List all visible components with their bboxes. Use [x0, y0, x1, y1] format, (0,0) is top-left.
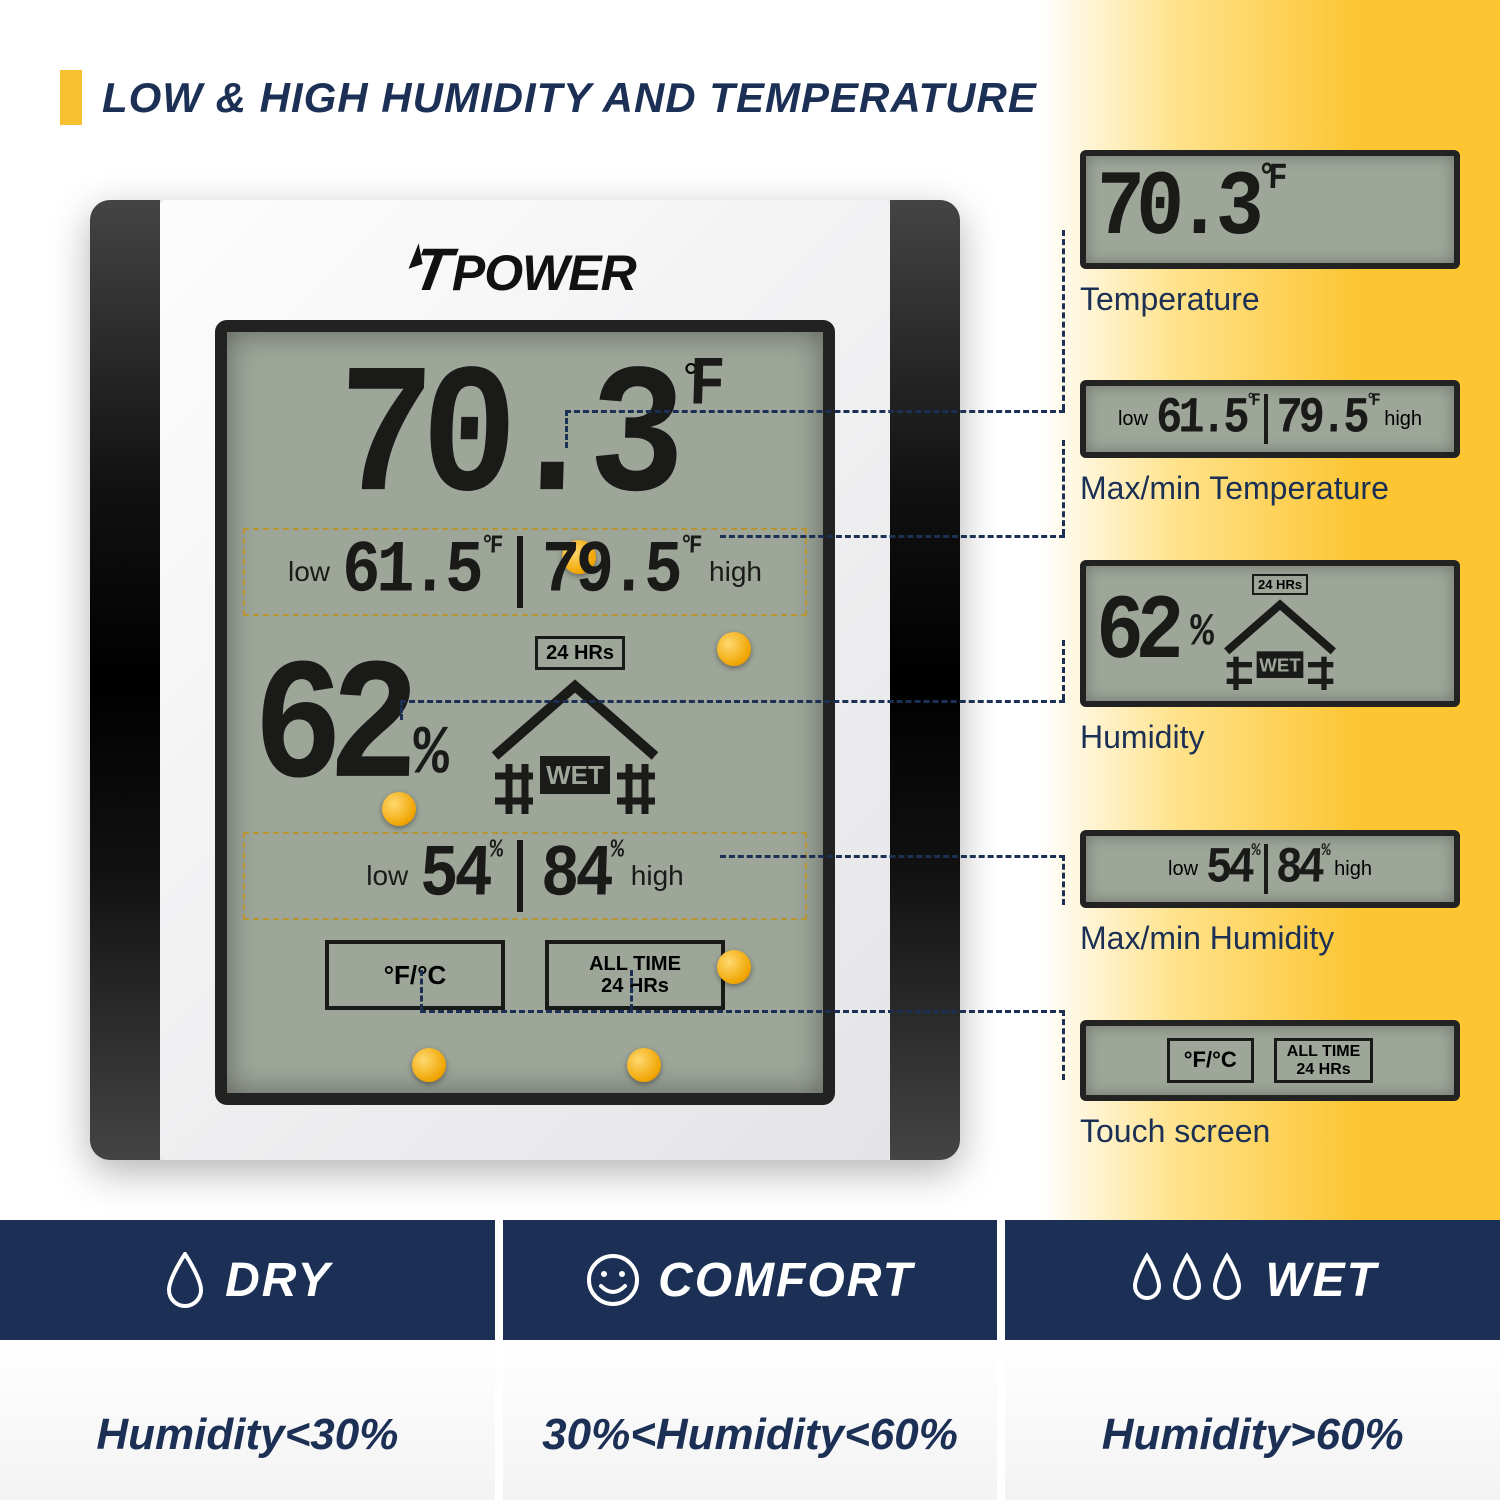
zone-wet: WET Humidity>60%	[1005, 1220, 1500, 1500]
callout-humidity: 62% 24 HRs WET Humidity	[1080, 560, 1460, 756]
alltime-button[interactable]: ALL TIME 24 HRs	[545, 940, 725, 1010]
callout-temp-value: 70.3	[1094, 157, 1257, 262]
brand-text: POWER	[452, 244, 636, 302]
low-label: low	[1118, 408, 1148, 431]
leader-line	[720, 855, 1065, 858]
lcd-hum-high: 84%	[539, 835, 620, 918]
callout-label: Max/min Humidity	[1080, 920, 1460, 957]
callout-label: Temperature	[1080, 281, 1460, 318]
zone-label: DRY	[225, 1253, 331, 1308]
drops-icon	[1127, 1252, 1247, 1308]
lcd-temp-low: 61.5°F	[341, 531, 500, 614]
callout-minmax-humidity: low 54% 84% high Max/min Humidity	[1080, 830, 1460, 957]
svg-text:WET: WET	[546, 760, 604, 790]
zone-range: Humidity>60%	[1102, 1410, 1404, 1460]
marker-dot	[382, 792, 416, 826]
house-icon: WET	[485, 676, 665, 826]
lcd-humidity-row: 62% 24 HRs WET	[243, 636, 807, 826]
unit-toggle-label: °F/°C	[384, 960, 447, 991]
zone-comfort: COMFORT 30%<Humidity<60%	[503, 1220, 1006, 1500]
lcd-humidity-minmax-row: low 54% 84% high	[243, 832, 807, 920]
callout-minmax-temp: low 61.5°F 79.5°F high Max/min Temperatu…	[1080, 380, 1460, 507]
leader-line	[565, 410, 568, 448]
marker-dot	[717, 632, 751, 666]
leader-line	[1062, 230, 1065, 410]
badge-24hrs: 24 HRs	[1252, 574, 1308, 595]
device-rail-right	[890, 200, 960, 1160]
lcd-hum-low: 54%	[419, 835, 500, 918]
infographic-root: LOW & HIGH HUMIDITY AND TEMPERATURE RECO…	[0, 0, 1500, 1500]
leader-line	[1062, 640, 1065, 700]
alltime-l1: ALL TIME	[589, 953, 681, 975]
callout-card: low 61.5°F 79.5°F high	[1080, 380, 1460, 458]
leader-line	[420, 1010, 1065, 1013]
high-label: high	[631, 860, 684, 892]
divider	[517, 536, 523, 608]
leader-line	[1062, 440, 1065, 535]
leader-line	[565, 410, 1065, 413]
callout-hum-value: 62	[1094, 581, 1177, 686]
callout-card: 70.3°F	[1080, 150, 1460, 269]
device-rail-left	[90, 200, 160, 1160]
leader-line	[420, 970, 423, 1010]
marker-dot	[627, 1048, 661, 1082]
brand-logo: TPOWER	[414, 235, 636, 304]
title-accent	[60, 70, 82, 125]
zone-label: WET	[1265, 1253, 1378, 1308]
zone-range: 30%<Humidity<60%	[542, 1410, 958, 1460]
smile-icon	[586, 1253, 640, 1307]
badge-24hrs: 24 HRs	[535, 636, 625, 670]
lcd-screen[interactable]: 70.3°F low 61.5°F 79.5°F high 62%	[215, 320, 835, 1105]
zone-label: COMFORT	[658, 1253, 914, 1308]
leader-line	[1062, 1010, 1065, 1080]
marker-dot	[412, 1048, 446, 1082]
callout-card: 62% 24 HRs WET	[1080, 560, 1460, 707]
callout-label: Touch screen	[1080, 1113, 1460, 1150]
drop-icon	[163, 1252, 207, 1308]
high-label: high	[1384, 408, 1422, 431]
unit-toggle-button[interactable]: °F/°C	[325, 940, 505, 1010]
leader-line	[720, 535, 1065, 538]
marker-dot	[717, 950, 751, 984]
house-icon: WET	[1220, 598, 1340, 693]
callout-card: °F/°C ALL TIME24 HRs	[1080, 1020, 1460, 1101]
device: TPOWER 70.3°F low 61.5°F 79.5°F high	[90, 200, 960, 1160]
zone-dry: DRY Humidity<30%	[0, 1220, 503, 1500]
callout-label: Humidity	[1080, 719, 1460, 756]
leader-line	[400, 700, 1065, 703]
lcd-temp-row: 70.3°F	[243, 348, 807, 522]
leader-line	[630, 970, 633, 1010]
low-label: low	[366, 860, 408, 892]
callout-temperature: 70.3°F Temperature	[1080, 150, 1460, 318]
lcd-temp-value: 70.3	[334, 350, 676, 534]
device-body: TPOWER 70.3°F low 61.5°F 79.5°F high	[160, 200, 890, 1160]
divider	[517, 840, 523, 912]
zone-range: Humidity<30%	[96, 1410, 398, 1460]
callout-card: low 54% 84% high	[1080, 830, 1460, 908]
high-label: high	[709, 556, 762, 588]
leader-line	[400, 700, 403, 720]
bottom-strip: DRY Humidity<30% COMFORT 30%<Humidity<60…	[0, 1220, 1500, 1500]
svg-text:WET: WET	[1259, 654, 1301, 675]
lcd-temp-high: 79.5°F	[539, 531, 698, 614]
low-label: low	[288, 556, 330, 588]
unit-toggle-mini: °F/°C	[1167, 1038, 1254, 1083]
alltime-l2: 24 HRs	[601, 975, 669, 997]
callout-touchscreen: °F/°C ALL TIME24 HRs Touch screen	[1080, 1020, 1460, 1150]
leader-line	[1062, 855, 1065, 905]
callout-label: Max/min Temperature	[1080, 470, 1460, 507]
